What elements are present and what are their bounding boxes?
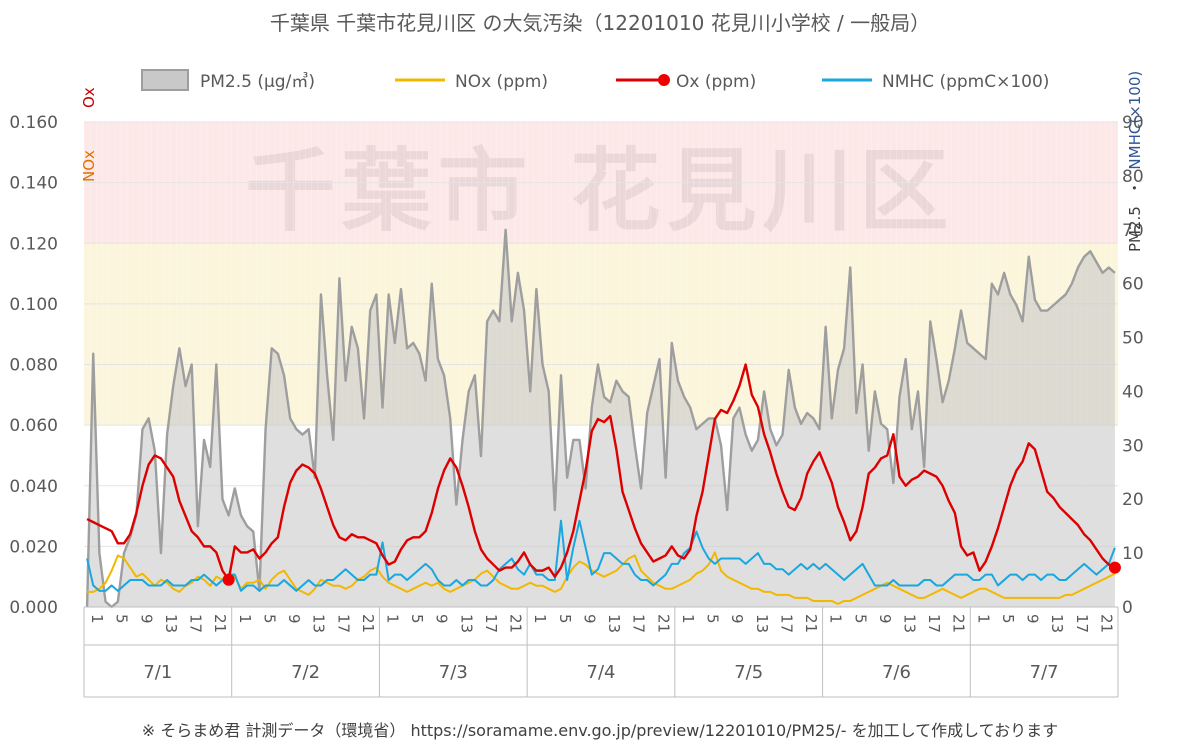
hour-tick-label: 5 [999,614,1017,624]
hour-tick-label: 5 [260,614,278,624]
day-label: 7/5 [734,662,763,683]
ox-marker [1108,561,1121,574]
hour-tick-label: 1 [679,614,697,624]
hour-tick-label: 9 [876,614,894,624]
chart-title: 千葉県 千葉市花見川区 の大気汚染（12201010 花見川小学校 / 一般局） [270,11,930,35]
legend-nmhc-label: NMHC (ppmC×100) [882,72,1049,92]
hour-tick-label: 9 [1024,614,1042,624]
day-label: 7/2 [291,662,320,683]
hour-tick-label: 9 [137,614,155,624]
right-tick-label: 50 [1122,329,1144,349]
right-tick-label: 60 [1122,275,1144,295]
hour-tick-label: 5 [113,614,131,624]
left-tick-label: 0.160 [9,113,58,133]
right-tick-label: 20 [1122,490,1144,510]
hour-tick-label: 17 [630,614,648,633]
nmhc-line [86,519,1116,592]
hour-tick-label: 9 [285,614,303,624]
hour-tick-label: 17 [777,614,795,633]
hour-tick-label: 21 [654,614,672,633]
right-tick-label: 10 [1122,544,1144,564]
hour-tick-label: 21 [211,614,229,633]
hour-tick-label: 21 [1098,614,1116,633]
day-label: 7/1 [143,662,172,683]
hour-tick-label: 5 [556,614,574,624]
hour-tick-label: 13 [1048,614,1066,633]
hour-tick-label: 5 [408,614,426,624]
left-tick-label: 0.040 [9,477,58,497]
right-axis-label: PM2.5 ・ NMHC(×100) [1126,71,1144,252]
hour-tick-label: 1 [531,614,549,624]
hour-tick-label: 13 [310,614,328,633]
left-tick-label: 0.140 [9,174,58,194]
left-tick-label: 0.080 [9,356,58,376]
left-tick-label: 0.120 [9,234,58,254]
legend-ox-marker [658,74,670,86]
hour-tick-label: 13 [753,614,771,633]
legend-nox-label: NOx (ppm) [455,72,548,92]
right-axis-label-nmhc: NMHC(×100) [1126,71,1144,170]
hour-tick-label: 13 [162,614,180,633]
legend: PM2.5 (μg/㎥) NOx (ppm) Ox (ppm) NMHC (pp… [141,69,1049,92]
hour-tick-label: 21 [507,614,525,633]
hour-tick-label: 21 [802,614,820,633]
hour-tick-label: 9 [433,614,451,624]
hour-tick-label: 17 [482,614,500,633]
hour-tick-label: 1 [384,614,402,624]
hour-tick-label: 9 [581,614,599,624]
right-tick-label: 90 [1122,113,1144,133]
footer-note: ※ そらまめ君 計測データ（環境省） https://soramame.env.… [142,721,1058,740]
left-axis-label-nox: NOx [80,150,98,182]
hour-tick-label: 21 [359,614,377,633]
day-label: 7/7 [1030,662,1059,683]
day-label: 7/6 [882,662,911,683]
right-tick-label: 40 [1122,382,1144,402]
hour-tick-label: 13 [457,614,475,633]
hour-tick-label: 1 [974,614,992,624]
right-tick-label: 0 [1122,598,1133,618]
right-tick-label: 70 [1122,221,1144,241]
watermark: 千葉市 花見川区 [245,139,954,244]
hour-tick-label: 17 [187,614,205,633]
right-tick-label: 80 [1122,167,1144,187]
right-tick-label: 30 [1122,436,1144,456]
pm25-area [87,229,1115,607]
left-tick-label: 0.060 [9,416,58,436]
legend-ox-label: Ox (ppm) [676,72,756,92]
left-axis-label-ox: Ox [80,87,98,108]
left-tick-label: 0.100 [9,295,58,315]
hour-tick-label: 9 [728,614,746,624]
hour-tick-label: 1 [88,614,106,624]
hour-tick-label: 17 [334,614,352,633]
day-label: 7/3 [439,662,468,683]
right-axis-label-sep: ・ [1126,180,1144,195]
hour-tick-label: 17 [925,614,943,633]
hour-tick-label: 13 [901,614,919,633]
legend-pm25-label: PM2.5 (μg/㎥) [200,72,315,92]
hour-tick-label: 5 [851,614,869,624]
ox-line [86,363,1116,581]
day-label: 7/4 [587,662,616,683]
nox-line [87,551,1116,605]
hour-tick-label: 1 [236,614,254,624]
legend-pm25-swatch [141,69,189,91]
hour-tick-label: 17 [1073,614,1091,633]
hour-tick-label: 5 [704,614,722,624]
right-axis-label-pm: PM2.5 [1126,206,1144,252]
hour-tick-label: 13 [605,614,623,633]
left-tick-label: 0.020 [9,537,58,557]
hour-tick-label: 1 [827,614,845,624]
ox-marker [222,573,235,586]
left-tick-label: 0.000 [9,598,58,618]
hour-tick-label: 21 [950,614,968,633]
